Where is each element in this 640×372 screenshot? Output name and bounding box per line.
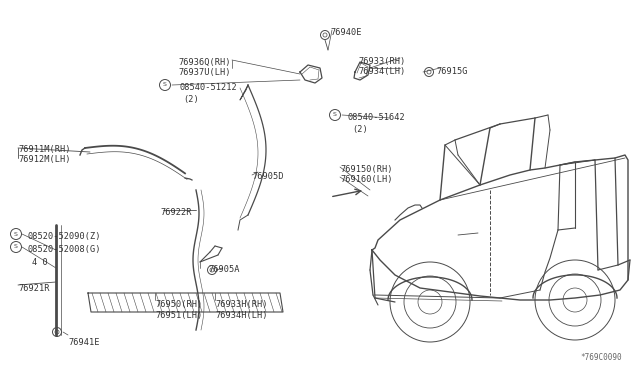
- Text: 76937U(LH): 76937U(LH): [178, 68, 230, 77]
- Text: 76940E: 76940E: [330, 28, 362, 37]
- Text: 08540-51642: 08540-51642: [348, 113, 406, 122]
- Text: 76933H(RH): 76933H(RH): [215, 300, 268, 309]
- Text: 769160(LH): 769160(LH): [340, 175, 392, 184]
- Text: 4 0: 4 0: [32, 258, 48, 267]
- Text: S: S: [14, 231, 18, 237]
- Text: (2): (2): [352, 125, 368, 134]
- Text: (2): (2): [183, 95, 199, 104]
- Text: *769C0090: *769C0090: [580, 353, 622, 362]
- Text: 76915G: 76915G: [436, 67, 467, 76]
- Text: 76922R: 76922R: [160, 208, 191, 217]
- Text: 76911M(RH): 76911M(RH): [18, 145, 70, 154]
- Text: 76950(RH): 76950(RH): [155, 300, 202, 309]
- Text: 76934(LH): 76934(LH): [358, 67, 405, 76]
- Text: 76941E: 76941E: [68, 338, 99, 347]
- Text: 76921R: 76921R: [18, 284, 49, 293]
- Text: S: S: [333, 112, 337, 118]
- Text: 76936Q(RH): 76936Q(RH): [178, 58, 230, 67]
- Text: 76933(RH): 76933(RH): [358, 57, 405, 66]
- Text: 76951(LH): 76951(LH): [155, 311, 202, 320]
- Text: 76905A: 76905A: [208, 265, 239, 274]
- Text: S: S: [163, 83, 167, 87]
- Text: 769150(RH): 769150(RH): [340, 165, 392, 174]
- Text: 76905D: 76905D: [252, 172, 284, 181]
- Text: 08540-51212: 08540-51212: [180, 83, 237, 92]
- Text: 08520-52090(Z): 08520-52090(Z): [28, 232, 102, 241]
- Text: 08520-52008(G): 08520-52008(G): [28, 245, 102, 254]
- Text: 76934H(LH): 76934H(LH): [215, 311, 268, 320]
- Text: 76912M(LH): 76912M(LH): [18, 155, 70, 164]
- Text: S: S: [14, 244, 18, 250]
